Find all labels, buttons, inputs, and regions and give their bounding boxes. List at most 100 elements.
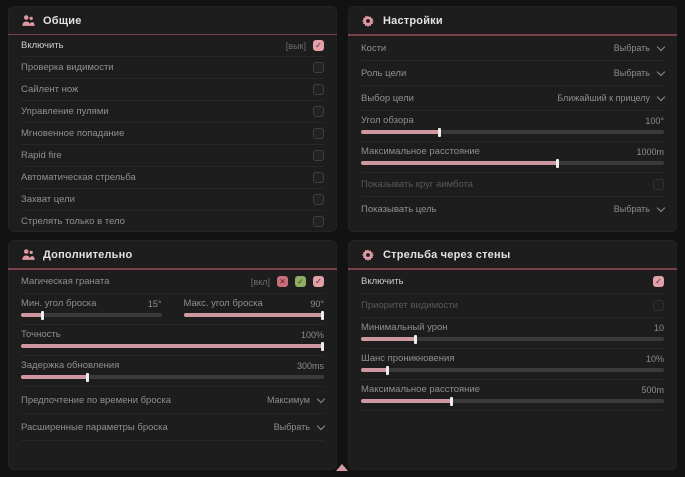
green-status-icon[interactable]: ✓ [295,276,306,287]
auto-shoot-checkbox[interactable] [313,172,324,183]
row-label: Rapid fire [21,150,62,161]
row-auto-shoot: Автоматическая стрельба [21,167,324,189]
slider-handle[interactable] [555,158,559,168]
row-enable: Включить [вык] ✓ [21,35,324,57]
update-delay-slider[interactable] [21,372,324,382]
slider-value: 300ms [296,360,324,371]
row-throw-angles: Мин. угол броска 15° Макс. угол броска 9… [21,294,324,325]
slider-value: 1000m [636,146,664,157]
gear-icon [361,248,375,262]
row-label: Угол обзора [361,115,414,126]
check-icon: ✓ [315,40,322,50]
advanced-throw-dropdown[interactable]: Выбрать [274,420,326,434]
people-icon [21,14,35,28]
slider-fill [21,375,88,379]
slider-fill [361,399,452,403]
chevron-down-icon [656,67,666,76]
slider-value: 10 [653,322,664,333]
max-throw-angle-col: Макс. угол броска 90° [183,298,324,320]
check-icon: ✓ [655,276,662,286]
dropdown-value: Ближайший к прицелу [557,93,650,103]
rapid-fire-checkbox[interactable] [313,150,324,161]
row-label: Предпочтение по времени броска [21,394,171,406]
row-label: Выбор цели [361,92,414,104]
min-throw-angle-slider[interactable] [21,310,162,320]
slider-handle[interactable] [437,127,441,137]
max-throw-angle-slider[interactable] [183,310,324,320]
panel-general: Общие Включить [вык] ✓ Проверка видимост… [8,6,337,232]
target-role-dropdown[interactable]: Выбрать [613,66,666,80]
slider-handle[interactable] [41,310,45,320]
row-visibility-check: Проверка видимости [21,57,324,79]
dropdown-value: Выбрать [613,68,650,78]
walls-enable-checkbox[interactable]: ✓ [653,276,664,287]
visibility-check-checkbox[interactable] [313,62,324,73]
header-divider [8,268,337,270]
red-status-icon[interactable]: ✕ [277,276,288,287]
enable-checkbox[interactable]: ✓ [313,40,324,51]
row-label: Шанс проникновения [361,353,455,364]
row-show-aim-circle: Показывать круг аимбота [361,173,664,197]
bones-dropdown[interactable]: Выбрать [614,41,666,55]
row-advanced-throw: Расширенные параметры броска Выбрать [21,414,326,441]
row-visibility-priority: Приоритет видимости [361,294,664,318]
row-accuracy: Точность 100% [21,325,324,356]
panel-title: Настройки [383,15,443,27]
panel-title: Общие [43,15,82,27]
panel-general-header: Общие [8,6,337,34]
visibility-priority-checkbox[interactable] [653,300,664,311]
target-lock-checkbox[interactable] [313,194,324,205]
row-label: Приоритет видимости [361,300,458,311]
slider-handle[interactable] [413,334,417,344]
panel-title: Дополнительно [43,249,133,261]
row-show-target: Показывать цель Выбрать [361,197,666,221]
penetration-chance-slider[interactable] [361,365,664,375]
row-label: Задержка обновления [21,360,120,371]
row-label: Автоматическая стрельба [21,172,136,183]
row-min-damage: Минимальный урон 10 [361,318,664,349]
row-label: Магическая граната [21,276,110,287]
keybind-badge: [вык] [285,40,306,51]
row-target-lock: Захват цели [21,189,324,211]
scroll-indicator-icon [336,464,348,471]
show-aim-circle-checkbox[interactable] [653,179,664,190]
silent-knife-checkbox[interactable] [313,84,324,95]
slider-value: 15° [147,298,162,309]
row-label: Стрелять только в тело [21,216,125,227]
slider-value: 100° [645,115,664,126]
instant-hit-checkbox[interactable] [313,128,324,139]
body-only-checkbox[interactable] [313,216,324,227]
panel-walls: Стрельба через стены Включить ✓ Приорите… [348,240,677,470]
fov-slider[interactable] [361,127,664,137]
row-bones: Кости Выбрать [361,36,666,61]
keybind-badge: [вкл] [250,276,270,287]
row-label: Управление пулями [21,106,109,117]
header-divider [348,268,677,270]
accuracy-slider[interactable] [21,341,324,351]
panel-settings-header: Настройки [348,6,677,34]
dropdown-value: Выбрать [613,204,650,214]
throw-time-pref-dropdown[interactable]: Максимум [267,393,326,407]
chevron-down-icon [656,203,666,212]
magic-grenade-checkbox[interactable]: ✓ [313,276,324,287]
slider-handle[interactable] [386,365,390,375]
target-select-dropdown[interactable]: Ближайший к прицелу [557,91,666,105]
max-distance-slider[interactable] [361,158,664,168]
slider-handle[interactable] [321,310,324,320]
slider-fill [21,313,44,317]
row-label: Мин. угол броска [21,298,97,309]
row-label: Точность [21,329,61,340]
min-damage-slider[interactable] [361,334,664,344]
bullet-control-checkbox[interactable] [313,106,324,117]
panel-additional-header: Дополнительно [8,240,337,268]
slider-fill [183,313,324,317]
slider-handle[interactable] [321,341,324,351]
panels-grid: Общие Включить [вык] ✓ Проверка видимост… [8,6,677,470]
panel-walls-header: Стрельба через стены [348,240,677,268]
slider-handle[interactable] [85,372,89,382]
panel-title: Стрельба через стены [383,249,511,261]
show-target-dropdown[interactable]: Выбрать [613,202,666,216]
row-update-delay: Задержка обновления 300ms [21,356,324,387]
walls-max-distance-slider[interactable] [361,396,664,406]
slider-handle[interactable] [449,396,453,406]
